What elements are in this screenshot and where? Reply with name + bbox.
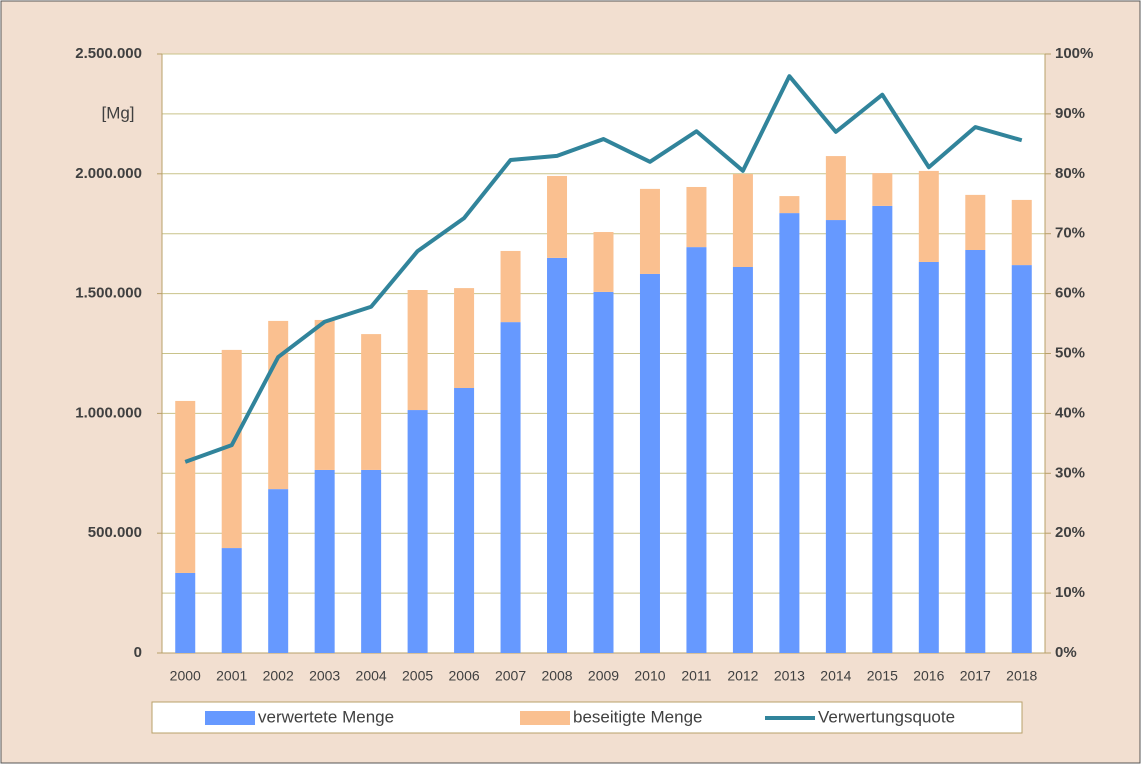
bar xyxy=(407,290,428,411)
bar xyxy=(314,469,335,653)
bar xyxy=(918,170,939,262)
y2-tick-label: 100% xyxy=(1055,45,1093,62)
x-tick-label: 2015 xyxy=(867,668,898,684)
bar xyxy=(639,188,660,274)
x-tick-label: 2009 xyxy=(588,668,619,684)
y-tick-label: 2.000.000 xyxy=(75,165,142,182)
legend-swatch xyxy=(205,711,255,725)
y2-tick-label: 0% xyxy=(1055,644,1077,661)
bar xyxy=(965,249,986,653)
bar xyxy=(965,194,986,250)
x-tick-label: 2016 xyxy=(913,668,944,684)
y2-tick-label: 60% xyxy=(1055,285,1085,302)
y2-tick-label: 90% xyxy=(1055,105,1085,122)
x-tick-label: 2006 xyxy=(449,668,480,684)
bar xyxy=(175,572,196,653)
bar xyxy=(639,273,660,653)
bar xyxy=(872,173,893,206)
y2-tick-label: 40% xyxy=(1055,404,1085,421)
bar xyxy=(825,220,846,654)
x-tick-label: 2005 xyxy=(402,668,433,684)
x-tick-label: 2013 xyxy=(774,668,805,684)
bar xyxy=(779,213,800,653)
x-tick-label: 2018 xyxy=(1006,668,1037,684)
bar xyxy=(454,388,475,653)
bar xyxy=(221,548,242,653)
bar xyxy=(593,232,614,292)
bar xyxy=(1011,199,1032,266)
y-tick-label: 2.500.000 xyxy=(75,45,142,62)
bar xyxy=(686,247,707,653)
bar xyxy=(825,156,846,221)
bar xyxy=(1011,265,1032,653)
x-tick-label: 2000 xyxy=(170,668,201,684)
bar xyxy=(454,288,475,389)
bar xyxy=(593,291,614,653)
bar xyxy=(732,267,753,653)
legend-label: Verwertungsquote xyxy=(818,707,955,726)
x-tick-label: 2017 xyxy=(960,668,991,684)
y-tick-label: 0 xyxy=(134,644,142,661)
y2-tick-label: 30% xyxy=(1055,464,1085,481)
bar xyxy=(314,319,335,470)
legend-box xyxy=(151,701,1023,734)
x-tick-label: 2004 xyxy=(356,668,387,684)
y2-tick-label: 20% xyxy=(1055,524,1085,541)
bar xyxy=(407,410,428,653)
legend-label: beseitigte Menge xyxy=(573,707,702,726)
x-tick-label: 2008 xyxy=(541,668,572,684)
bar xyxy=(872,205,893,653)
bar xyxy=(918,261,939,653)
x-tick-label: 2003 xyxy=(309,668,340,684)
bar xyxy=(500,250,521,323)
bar xyxy=(547,175,568,258)
y2-tick-label: 10% xyxy=(1055,584,1085,601)
bar xyxy=(686,186,707,248)
bar xyxy=(221,349,242,549)
bar xyxy=(500,322,521,653)
bar xyxy=(732,174,753,268)
y-tick-label: 1.500.000 xyxy=(75,285,142,302)
y2-tick-label: 80% xyxy=(1055,165,1085,182)
legend-swatch xyxy=(520,711,570,725)
bar xyxy=(361,334,382,470)
legend-label: verwertete Menge xyxy=(258,707,394,726)
unit-label: [Mg] xyxy=(101,103,134,122)
bar xyxy=(547,257,568,653)
x-tick-label: 2011 xyxy=(681,668,711,684)
x-tick-label: 2001 xyxy=(216,668,247,684)
line xyxy=(184,74,1023,464)
y2-tick-label: 70% xyxy=(1055,225,1085,242)
y2-tick-label: 50% xyxy=(1055,344,1085,361)
x-tick-label: 2010 xyxy=(634,668,665,684)
y-tick-label: 1.000.000 xyxy=(75,404,142,421)
x-tick-label: 2007 xyxy=(495,668,526,684)
x-tick-label: 2014 xyxy=(820,668,851,684)
x-tick-label: 2002 xyxy=(263,668,294,684)
bar xyxy=(175,400,196,573)
x-tick-label: 2012 xyxy=(727,668,758,684)
bar xyxy=(268,320,289,490)
bar xyxy=(268,489,289,653)
bar xyxy=(779,196,800,214)
y-tick-label: 500.000 xyxy=(88,524,142,541)
bar xyxy=(361,469,382,653)
